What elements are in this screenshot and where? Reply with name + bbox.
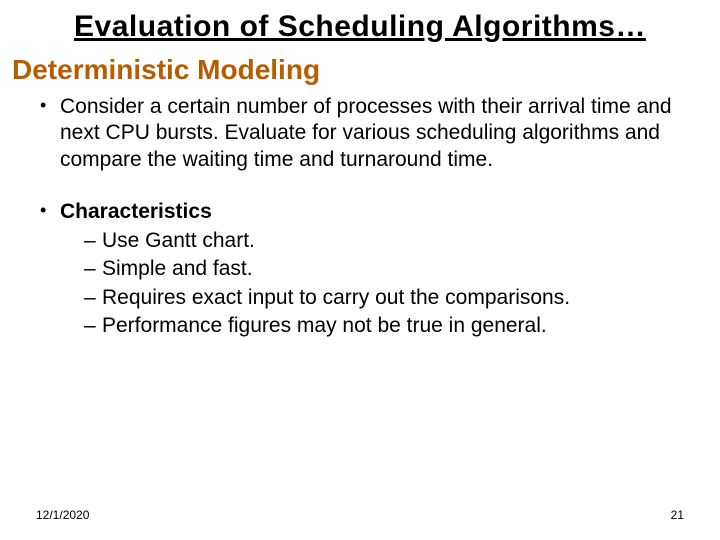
bullet-list: Consider a certain number of processes w… xyxy=(18,94,702,340)
slide: Evaluation of Scheduling Algorithms… Det… xyxy=(0,0,720,540)
sub-bullet-text: Requires exact input to carry out the co… xyxy=(102,286,570,309)
sub-bullet-list: Use Gantt chart. Simple and fast. Requir… xyxy=(60,227,702,340)
footer-page: 21 xyxy=(671,508,684,522)
characteristics-label: Characteristics xyxy=(60,200,212,223)
sub-bullet-text: Use Gantt chart. xyxy=(102,229,255,252)
sub-bullet-text: Performance figures may not be true in g… xyxy=(102,314,547,337)
slide-title: Evaluation of Scheduling Algorithms… xyxy=(18,10,702,44)
sub-bullet-text: Simple and fast. xyxy=(102,257,253,280)
bullet-item: Characteristics Use Gantt chart. Simple … xyxy=(40,199,702,341)
footer: 12/1/2020 21 xyxy=(0,508,720,522)
sub-bullet-item: Use Gantt chart. xyxy=(84,227,702,255)
sub-bullet-item: Requires exact input to carry out the co… xyxy=(84,284,702,312)
bullet-item: Consider a certain number of processes w… xyxy=(40,94,702,173)
sub-bullet-item: Simple and fast. xyxy=(84,255,702,283)
bullet-text: Consider a certain number of processes w… xyxy=(60,95,672,171)
sub-bullet-item: Performance figures may not be true in g… xyxy=(84,312,702,340)
slide-subtitle: Deterministic Modeling xyxy=(12,54,702,86)
footer-date: 12/1/2020 xyxy=(36,508,89,522)
